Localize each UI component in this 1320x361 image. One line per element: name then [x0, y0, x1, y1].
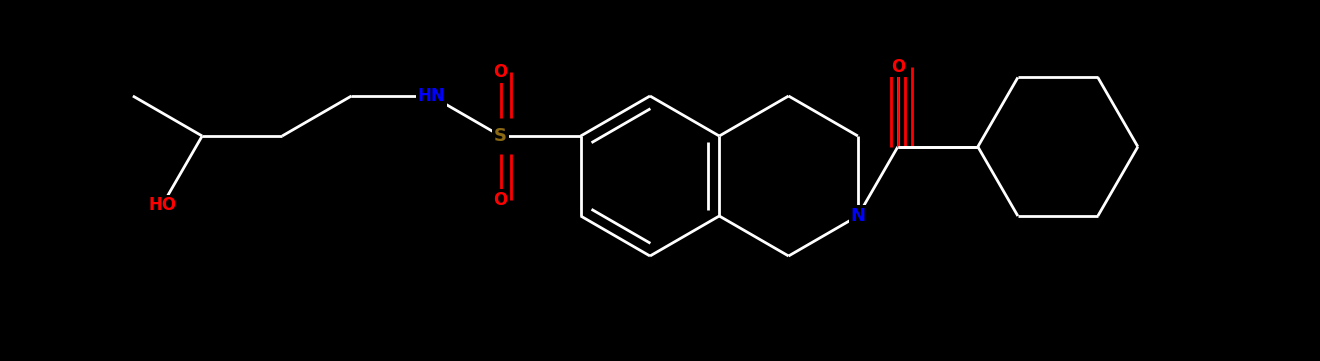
- Text: N: N: [850, 207, 866, 225]
- Text: HN: HN: [417, 87, 445, 105]
- Text: HO: HO: [148, 196, 177, 214]
- Text: O: O: [494, 191, 508, 209]
- Text: O: O: [891, 58, 906, 76]
- Text: O: O: [494, 63, 508, 81]
- Text: S: S: [494, 127, 507, 145]
